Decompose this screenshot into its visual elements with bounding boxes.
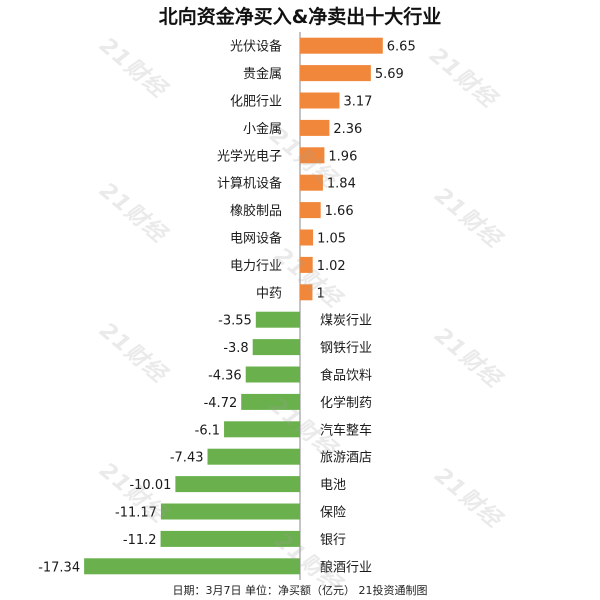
bar-15: [207, 448, 300, 465]
value-label-3: 2.36: [333, 122, 362, 137]
bar-10: [255, 311, 300, 328]
value-label-5: 1.84: [327, 177, 356, 192]
value-label-14: -6.1: [195, 423, 220, 438]
bar-7: [300, 229, 314, 246]
value-label-6: 1.66: [325, 204, 354, 219]
category-label-14: 汽车整车: [320, 422, 372, 438]
value-label-16: -10.01: [129, 478, 171, 493]
bar-16: [175, 476, 300, 493]
bar-18: [160, 530, 300, 547]
category-label-4: 光学光电子: [217, 148, 282, 164]
category-label-11: 钢铁行业: [320, 341, 372, 356]
category-label-10: 煤炭行业: [320, 314, 372, 329]
bar-13: [241, 393, 300, 410]
value-label-13: -4.72: [204, 396, 238, 411]
value-label-19: -17.34: [38, 560, 80, 575]
category-label-1: 贵金属: [243, 66, 282, 82]
value-label-12: -4.36: [208, 369, 242, 384]
value-label-9: 1: [316, 286, 324, 301]
value-label-8: 1.02: [317, 259, 346, 274]
category-label-7: 电网设备: [230, 231, 282, 247]
value-label-10: -3.55: [218, 314, 252, 329]
chart-title: 北向资金净买入&净卖出十大行业: [158, 6, 442, 28]
bar-17: [160, 503, 300, 520]
category-label-2: 化肥行业: [230, 95, 282, 110]
category-label-12: 食品饮料: [320, 368, 372, 384]
bar-0: [300, 37, 383, 54]
value-label-11: -3.8: [223, 341, 248, 356]
category-label-0: 光伏设备: [230, 39, 282, 55]
value-label-4: 1.96: [328, 149, 357, 164]
category-label-13: 化学制药: [320, 395, 372, 411]
value-label-17: -11.17: [115, 506, 157, 521]
value-label-18: -11.2: [123, 533, 157, 548]
bar-1: [300, 65, 371, 82]
value-label-0: 6.65: [387, 40, 416, 55]
bar-9: [300, 284, 313, 301]
chart-footer: 日期：3月7日 单位：净买额（亿元） 21投资通制图: [172, 584, 428, 597]
value-label-1: 5.69: [375, 67, 404, 82]
category-label-16: 电池: [320, 478, 346, 493]
value-label-2: 3.17: [343, 95, 372, 110]
category-label-8: 电力行业: [230, 259, 282, 274]
category-label-18: 银行: [320, 533, 346, 548]
category-label-17: 保险: [320, 506, 346, 521]
bar-5: [300, 174, 323, 191]
category-label-6: 橡胶制品: [230, 203, 282, 219]
bar-14: [224, 421, 300, 438]
bar-2: [300, 92, 340, 109]
value-label-7: 1.05: [317, 232, 346, 247]
bar-12: [245, 366, 300, 383]
category-label-9: 中药: [256, 286, 282, 301]
bar-8: [300, 256, 313, 273]
bar-19: [84, 558, 300, 575]
value-label-15: -7.43: [170, 451, 204, 466]
category-label-5: 计算机设备: [217, 176, 282, 192]
category-label-15: 旅游酒店: [320, 451, 372, 466]
category-label-3: 小金属: [243, 121, 282, 137]
category-label-19: 酿酒行业: [320, 559, 372, 575]
bar-3: [300, 119, 330, 136]
bar-4: [300, 147, 325, 164]
bar-6: [300, 202, 321, 219]
bar-11: [252, 339, 300, 356]
